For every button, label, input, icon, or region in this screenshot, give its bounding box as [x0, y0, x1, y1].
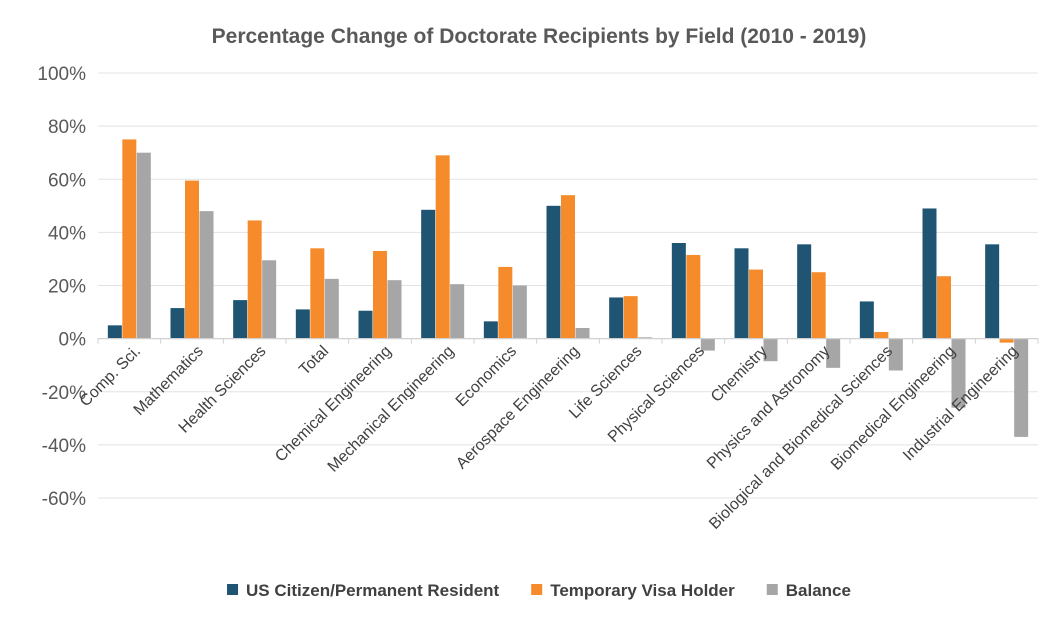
y-tick-label: 20%	[48, 277, 86, 298]
bar-balance-mechanical-engineering	[450, 284, 465, 339]
bar-temporary-visa-holder-biomedical-engineering	[937, 276, 951, 339]
y-tick-label: -20%	[42, 383, 86, 404]
legend-label-us-citizen-permanent-resident: US Citizen/Permanent Resident	[246, 581, 500, 600]
bar-balance-comp-sci	[136, 152, 151, 339]
legend-label-temporary-visa-holder: Temporary Visa Holder	[550, 581, 735, 600]
x-tick-label-chemistry: Chemistry	[708, 343, 771, 406]
bar-balance-health-sciences	[262, 260, 277, 339]
bar-temporary-visa-holder-physics-and-astronomy	[811, 272, 826, 339]
bar-temporary-visa-holder-economics	[498, 266, 513, 339]
bar-balance-mathematics	[199, 211, 214, 339]
bar-temporary-visa-holder-life-sciences	[623, 296, 638, 339]
bar-us-citizen-permanent-resident-aerospace-engineering	[546, 205, 561, 339]
bar-balance-total	[324, 278, 339, 339]
bar-temporary-visa-holder-comp-sci	[122, 139, 137, 339]
x-axis	[97, 338, 1039, 344]
bar-us-citizen-permanent-resident-life-sciences	[609, 297, 624, 339]
x-tick-label-chemical-engineering: Chemical Engineering	[272, 343, 395, 466]
bars	[107, 139, 1029, 437]
bar-balance-biological-and-biomedical-sciences	[888, 338, 903, 371]
x-tick-label-aerospace-engineering: Aerospace Engineering	[453, 343, 583, 473]
bar-temporary-visa-holder-chemical-engineering	[373, 250, 387, 339]
bar-temporary-visa-holder-mathematics	[185, 180, 199, 339]
x-tick-label-economics: Economics	[453, 343, 520, 410]
bar-us-citizen-permanent-resident-physics-and-astronomy	[797, 244, 812, 339]
y-tick-label: 100%	[37, 64, 86, 85]
bar-temporary-visa-holder-industrial-engineering	[999, 338, 1014, 343]
bar-temporary-visa-holder-chemistry	[749, 269, 763, 339]
chart-title: Percentage Change of Doctorate Recipient…	[212, 25, 867, 48]
bar-us-citizen-permanent-resident-industrial-engineering	[985, 244, 1000, 339]
bar-temporary-visa-holder-biological-and-biomedical-sciences	[874, 331, 889, 339]
bar-us-citizen-permanent-resident-comp-sci	[107, 325, 122, 339]
y-tick-label: -60%	[42, 489, 86, 510]
bar-balance-biomedical-engineering	[951, 338, 966, 408]
y-tick-label: 60%	[48, 170, 86, 191]
y-tick-label: 40%	[48, 223, 86, 244]
y-axis-ticks: 100% 80% 60% 40% 20% 0% -20% -40% -60%	[37, 64, 86, 510]
bar-balance-physics-and-astronomy	[826, 338, 841, 368]
legend-label-balance: Balance	[786, 581, 851, 600]
bar-us-citizen-permanent-resident-chemical-engineering	[358, 310, 373, 339]
bar-us-citizen-permanent-resident-economics	[483, 321, 498, 339]
bar-us-citizen-permanent-resident-physical-sciences	[671, 243, 686, 339]
bar-us-citizen-permanent-resident-biomedical-engineering	[922, 208, 937, 339]
bar-us-citizen-permanent-resident-total	[295, 309, 310, 339]
x-tick-label-comp-sci: Comp. Sci.	[77, 343, 144, 410]
bar-balance-chemical-engineering	[387, 280, 402, 339]
y-tick-label: 0%	[59, 330, 87, 351]
bar-us-citizen-permanent-resident-mathematics	[170, 308, 185, 339]
bar-balance-life-sciences	[638, 337, 653, 339]
x-tick-label-mechanical-engineering: Mechanical Engineering	[325, 343, 458, 476]
bar-temporary-visa-holder-health-sciences	[247, 220, 262, 339]
bar-balance-chemistry	[763, 338, 778, 362]
legend-swatch-temporary-visa-holder	[531, 584, 543, 595]
x-tick-label-total: Total	[296, 343, 332, 379]
bar-us-citizen-permanent-resident-mechanical-engineering	[421, 209, 436, 339]
legend: US Citizen/Permanent Resident Temporary V…	[227, 581, 851, 600]
bar-us-citizen-permanent-resident-biological-and-biomedical-sciences	[859, 301, 874, 339]
bar-us-citizen-permanent-resident-health-sciences	[233, 300, 248, 339]
legend-swatch-balance	[766, 584, 778, 595]
bar-balance-physical-sciences	[700, 338, 715, 351]
bar-temporary-visa-holder-total	[310, 248, 325, 339]
x-tick-label-physics-and-astronomy: Physics and Astronomy	[704, 343, 834, 473]
bar-temporary-visa-holder-mechanical-engineering	[435, 155, 450, 339]
y-tick-label: 80%	[48, 117, 86, 138]
y-tick-label: -40%	[42, 436, 86, 457]
bar-balance-economics	[512, 285, 527, 339]
legend-swatch-us-citizen-permanent-resident	[227, 584, 239, 595]
bar-balance-aerospace-engineering	[575, 328, 590, 339]
bar-balance-industrial-engineering	[1014, 338, 1029, 437]
bar-us-citizen-permanent-resident-chemistry	[734, 248, 749, 339]
bar-temporary-visa-holder-aerospace-engineering	[561, 195, 575, 339]
bar-temporary-visa-holder-physical-sciences	[686, 254, 701, 339]
